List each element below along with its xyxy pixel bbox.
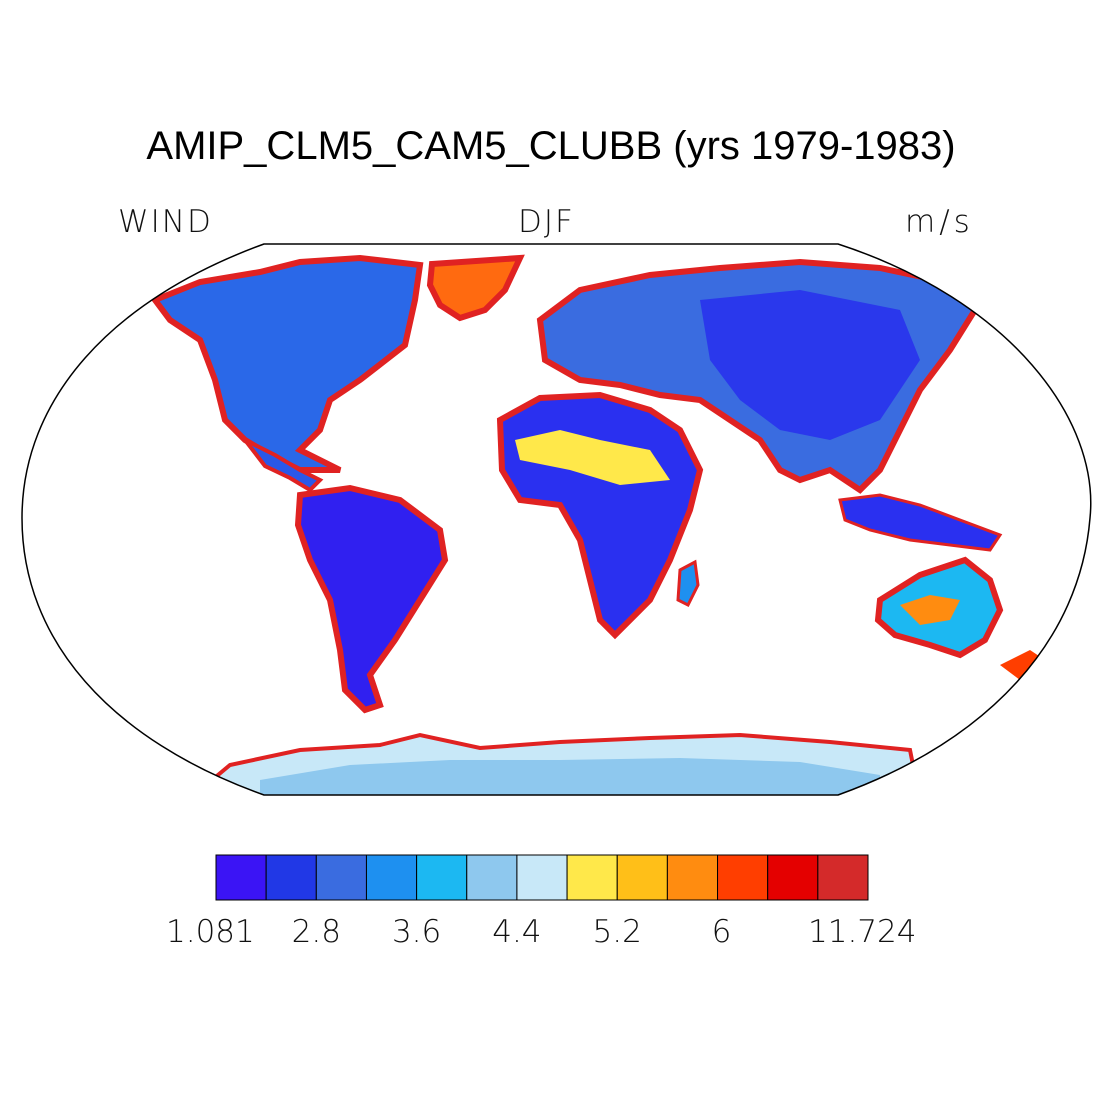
colorbar-swatch bbox=[365, 854, 418, 901]
colorbar-swatch bbox=[516, 854, 568, 901]
antarctica-interior bbox=[260, 758, 880, 795]
colorbar: 1.081 2.8 3.6 4.4 5.2 6 11.724 bbox=[166, 854, 916, 950]
central-america-land bbox=[243, 438, 324, 493]
map-title: AMIP_CLM5_CAM5_CLUBB (yrs 1979-1983) bbox=[146, 124, 956, 168]
colorbar-swatch bbox=[315, 854, 367, 901]
indonesia-land bbox=[838, 493, 1003, 552]
colorbar-tick-label: 2.8 bbox=[292, 914, 341, 950]
globe-outline bbox=[21, 243, 1092, 796]
south-america-land bbox=[294, 484, 449, 714]
colorbar-swatch bbox=[767, 854, 819, 901]
colorbar-swatch bbox=[717, 854, 769, 901]
colorbar-tick-label: 3.6 bbox=[392, 914, 441, 950]
colorbar-swatch bbox=[616, 854, 668, 901]
colorbar-swatch bbox=[666, 854, 719, 901]
colorbar-swatch bbox=[566, 854, 618, 901]
greenland-land bbox=[426, 254, 525, 322]
colorbar-tick-label: 6 bbox=[712, 914, 732, 950]
colorbar-swatch bbox=[416, 854, 468, 901]
australia-interior bbox=[900, 595, 960, 625]
siberia-region bbox=[700, 290, 920, 440]
colorbar-swatch bbox=[466, 854, 518, 901]
new-zealand-land bbox=[1000, 650, 1045, 680]
colorbar-tick-label: 4.4 bbox=[492, 914, 541, 950]
units-label: m/s bbox=[905, 204, 974, 240]
colorbar-tick-label: 5.2 bbox=[593, 914, 642, 950]
africa-land bbox=[496, 391, 704, 640]
map-area bbox=[150, 254, 1045, 795]
colorbar-swatch bbox=[265, 854, 317, 901]
season-label: DJF bbox=[518, 204, 575, 240]
colorbar-swatch bbox=[215, 854, 267, 901]
colorbar-tick-label: 1.081 bbox=[166, 914, 255, 950]
colorbar-tick-label: 11.724 bbox=[808, 914, 916, 950]
madagascar-land bbox=[676, 559, 700, 608]
sahara-band bbox=[515, 430, 670, 485]
variable-label: WIND bbox=[118, 204, 213, 240]
colorbar-swatch bbox=[817, 854, 869, 901]
north-america-land bbox=[150, 254, 424, 473]
